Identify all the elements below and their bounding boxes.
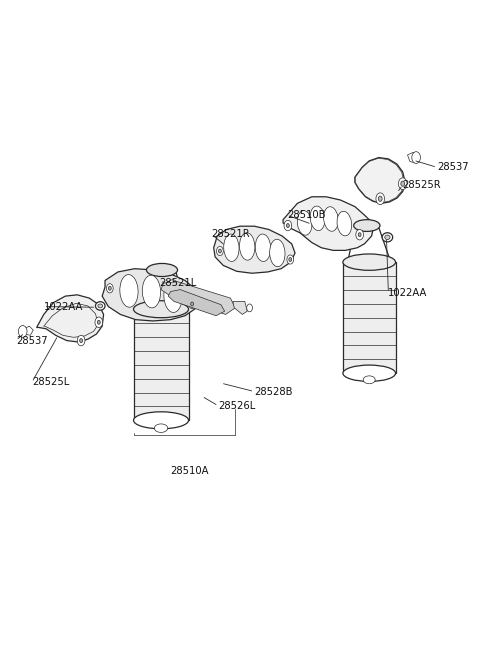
Ellipse shape <box>164 280 182 312</box>
Circle shape <box>287 255 294 264</box>
Text: 28510B: 28510B <box>287 210 325 220</box>
Circle shape <box>401 181 405 186</box>
Polygon shape <box>161 282 235 314</box>
Ellipse shape <box>120 274 138 307</box>
Text: 28521R: 28521R <box>211 229 250 239</box>
Text: 28510A: 28510A <box>170 466 209 476</box>
Text: 28537: 28537 <box>16 335 48 346</box>
Text: 1022AA: 1022AA <box>388 288 428 298</box>
Circle shape <box>108 286 111 290</box>
Circle shape <box>80 339 83 343</box>
Text: 28525R: 28525R <box>403 180 441 190</box>
Circle shape <box>398 178 407 189</box>
Polygon shape <box>233 301 247 314</box>
Circle shape <box>18 326 27 337</box>
Circle shape <box>287 223 289 227</box>
Ellipse shape <box>133 301 189 318</box>
Text: 28526L: 28526L <box>218 401 256 411</box>
Text: 28537: 28537 <box>437 162 469 172</box>
Ellipse shape <box>255 234 271 261</box>
Circle shape <box>378 196 382 201</box>
Circle shape <box>412 152 420 164</box>
Circle shape <box>95 317 103 328</box>
Circle shape <box>289 257 292 261</box>
Circle shape <box>216 246 223 255</box>
Text: 1022AA: 1022AA <box>44 301 83 312</box>
Polygon shape <box>408 153 418 163</box>
Ellipse shape <box>143 275 161 308</box>
Polygon shape <box>283 196 374 250</box>
Ellipse shape <box>224 234 239 261</box>
Circle shape <box>284 220 292 231</box>
Circle shape <box>77 335 85 346</box>
Polygon shape <box>133 309 189 421</box>
Text: 28521L: 28521L <box>159 278 197 288</box>
Ellipse shape <box>337 212 352 236</box>
Ellipse shape <box>310 206 325 231</box>
Circle shape <box>191 302 193 306</box>
Circle shape <box>376 193 384 204</box>
Ellipse shape <box>382 233 393 242</box>
Ellipse shape <box>240 233 255 260</box>
Circle shape <box>358 233 361 236</box>
Polygon shape <box>168 290 225 316</box>
Ellipse shape <box>270 239 285 267</box>
Polygon shape <box>36 295 104 342</box>
Ellipse shape <box>343 254 396 271</box>
Ellipse shape <box>146 263 178 276</box>
Ellipse shape <box>133 412 189 429</box>
Polygon shape <box>214 226 295 273</box>
Polygon shape <box>355 158 405 203</box>
Circle shape <box>218 249 221 253</box>
Polygon shape <box>102 269 199 321</box>
Ellipse shape <box>343 365 396 381</box>
Circle shape <box>247 304 252 312</box>
Circle shape <box>356 229 363 240</box>
Circle shape <box>189 299 195 309</box>
Ellipse shape <box>324 207 338 231</box>
Circle shape <box>107 284 113 293</box>
Polygon shape <box>355 159 404 202</box>
Ellipse shape <box>385 235 390 240</box>
Ellipse shape <box>96 302 105 310</box>
Ellipse shape <box>354 219 380 231</box>
Polygon shape <box>24 326 33 335</box>
Text: 28528B: 28528B <box>254 386 293 396</box>
Ellipse shape <box>363 376 375 384</box>
Ellipse shape <box>297 211 312 235</box>
Polygon shape <box>343 262 396 373</box>
Text: 28525L: 28525L <box>32 377 69 387</box>
Circle shape <box>97 320 100 324</box>
Ellipse shape <box>98 304 103 308</box>
Ellipse shape <box>155 424 168 432</box>
